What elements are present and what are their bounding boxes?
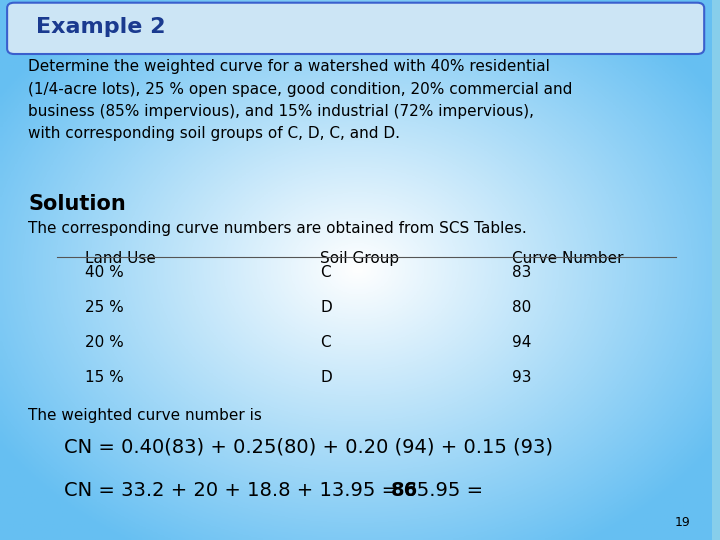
Text: Curve Number: Curve Number [512,251,624,266]
Text: 25 %: 25 % [86,300,124,315]
Text: C: C [320,265,330,280]
Text: 94: 94 [512,335,531,350]
Text: 83: 83 [512,265,531,280]
Text: 15 %: 15 % [86,370,124,385]
Text: 19: 19 [674,516,690,529]
Text: CN = 0.40(83) + 0.25(80) + 0.20 (94) + 0.15 (93): CN = 0.40(83) + 0.25(80) + 0.20 (94) + 0… [64,437,553,456]
Text: Land Use: Land Use [86,251,156,266]
Text: Example 2: Example 2 [35,17,165,37]
Text: Determine the weighted curve for a watershed with 40% residential
(1/4-acre lots: Determine the weighted curve for a water… [29,59,573,141]
Text: 20 %: 20 % [86,335,124,350]
Text: The corresponding curve numbers are obtained from SCS Tables.: The corresponding curve numbers are obta… [29,221,527,237]
Text: C: C [320,335,330,350]
Text: Soil Group: Soil Group [320,251,399,266]
Text: CN = 33.2 + 20 + 18.8 + 13.95 = 85.95 =: CN = 33.2 + 20 + 18.8 + 13.95 = 85.95 = [64,481,490,500]
Text: Solution: Solution [29,194,126,214]
FancyBboxPatch shape [7,3,704,54]
Text: 86: 86 [391,481,418,500]
Text: D: D [320,370,332,385]
Text: 40 %: 40 % [86,265,124,280]
Text: D: D [320,300,332,315]
Text: 93: 93 [512,370,531,385]
Text: The weighted curve number is: The weighted curve number is [29,408,262,423]
Text: 80: 80 [512,300,531,315]
